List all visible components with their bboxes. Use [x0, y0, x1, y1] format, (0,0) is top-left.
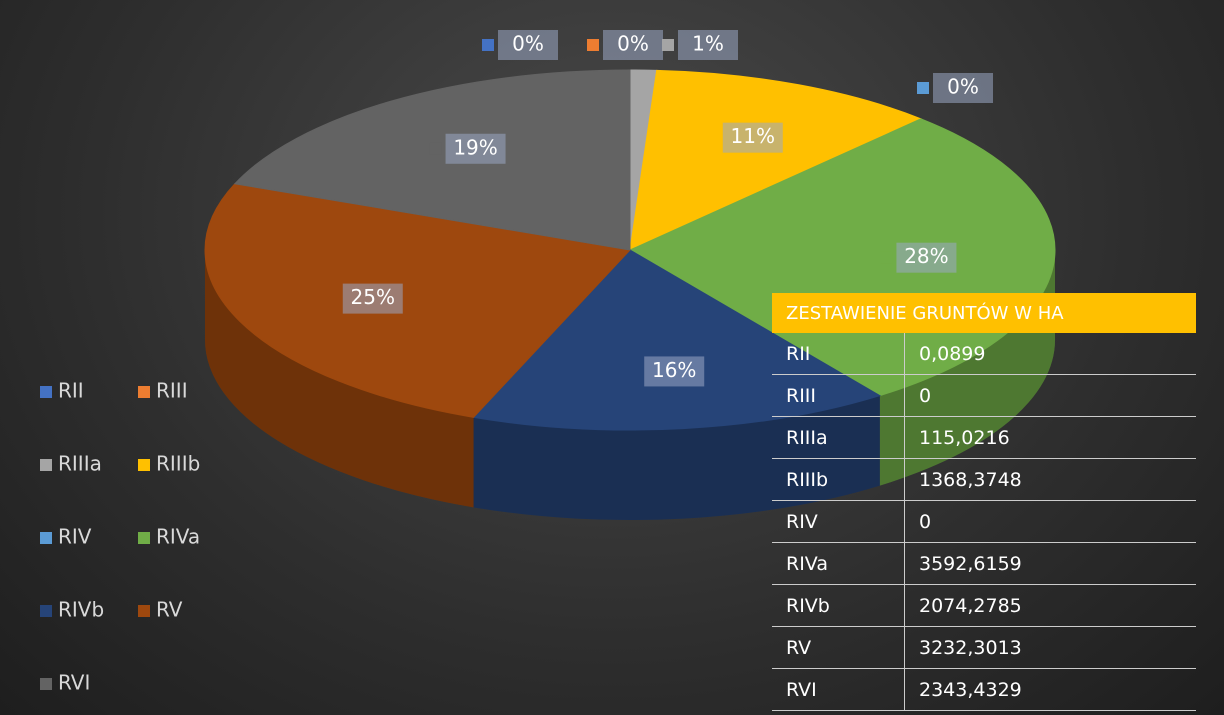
table-row: RIV 0 — [772, 500, 1196, 543]
label-marker — [706, 131, 719, 144]
slice — [629, 69, 923, 251]
table-row: RIIIa 115,0216 — [772, 416, 1196, 459]
table-row: RII 0,0899 — [772, 333, 1196, 375]
legend-label: RV — [156, 598, 183, 622]
table-cell: 3592,6159 — [904, 542, 1196, 585]
label-marker — [482, 39, 494, 51]
table-cell: 2343,4329 — [904, 668, 1196, 711]
slice-side-shade — [205, 250, 474, 508]
table-cell: RIII — [772, 374, 905, 417]
table-row: RVI 2343,4329 — [772, 668, 1196, 711]
label-box — [896, 242, 957, 273]
legend-swatch — [138, 386, 150, 398]
table-cell: RIVa — [772, 542, 905, 585]
label-box — [445, 133, 506, 164]
legend-label: RIVa — [156, 525, 200, 549]
table-cell: RV — [772, 626, 905, 669]
label-marker — [917, 82, 929, 94]
table-cell: RII — [772, 333, 905, 375]
legend-swatch — [40, 459, 52, 471]
label-box — [342, 283, 403, 314]
label-box — [678, 30, 738, 60]
legend-swatch — [138, 605, 150, 617]
legend-swatch — [138, 532, 150, 544]
label-marker — [662, 39, 674, 51]
label-marker — [880, 251, 893, 264]
label-marker — [429, 142, 442, 155]
label-box — [644, 356, 705, 387]
table-row: RIIIb 1368,3748 — [772, 458, 1196, 501]
legend-label: RIII — [156, 379, 188, 403]
data-label: 0% — [512, 32, 544, 56]
table-row: RIVb 2074,2785 — [772, 584, 1196, 627]
table-cell: RVI — [772, 668, 905, 711]
table-row: RV 3232,3013 — [772, 626, 1196, 669]
data-label: 28% — [904, 244, 948, 268]
legend-label: RIV — [58, 525, 92, 549]
label-box — [498, 30, 558, 60]
data-table: ZESTAWIENIE GRUNTÓW W HA RII 0,0899 RIII 0 R… — [772, 293, 1196, 711]
slice-side — [205, 250, 474, 508]
table-cell: RIVb — [772, 584, 905, 627]
data-label: 0% — [617, 32, 649, 56]
data-label: 1% — [692, 32, 724, 56]
legend-label: RIIIb — [156, 452, 200, 476]
legend-label: RII — [58, 379, 84, 403]
table-row: RIVa 3592,6159 — [772, 542, 1196, 585]
table-title: ZESTAWIENIE GRUNTÓW W HA — [772, 293, 1196, 333]
legend-label: RIIIa — [58, 452, 102, 476]
table-cell: 0 — [904, 374, 1196, 417]
table-row: RIII 0 — [772, 374, 1196, 417]
legend-swatch — [138, 459, 150, 471]
label-box — [722, 122, 783, 153]
legend-swatch — [40, 386, 52, 398]
label-marker — [587, 39, 599, 51]
label-marker — [326, 292, 339, 305]
data-label: 25% — [351, 285, 395, 309]
table-cell: RIIIb — [772, 458, 905, 501]
legend-swatch — [40, 678, 52, 690]
legend-swatch — [40, 532, 52, 544]
data-label: 19% — [453, 135, 497, 159]
table-cell: RIV — [772, 500, 905, 543]
label-box — [603, 30, 663, 60]
label-marker — [628, 365, 641, 378]
legend-label: RIVb — [58, 598, 104, 622]
table-cell: RIIIa — [772, 416, 905, 459]
data-label: 16% — [652, 358, 696, 382]
legend-swatch — [40, 605, 52, 617]
table-cell: 2074,2785 — [904, 584, 1196, 627]
data-label: 0% — [947, 75, 979, 99]
table-cell: 0 — [904, 500, 1196, 543]
label-box — [933, 73, 993, 103]
slice — [204, 183, 632, 418]
legend-label: RVI — [58, 671, 90, 695]
table-cell: 115,0216 — [904, 416, 1196, 459]
data-label: 11% — [731, 124, 775, 148]
table-cell: 0,0899 — [904, 333, 1196, 375]
slice — [233, 69, 631, 251]
table-cell: 1368,3748 — [904, 458, 1196, 501]
table-cell: 3232,3013 — [904, 626, 1196, 669]
